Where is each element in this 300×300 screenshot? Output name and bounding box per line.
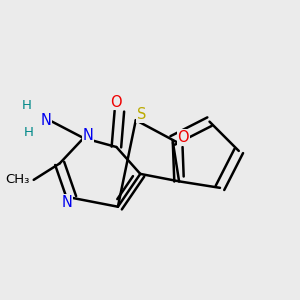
Text: O: O	[111, 95, 122, 110]
Text: N: N	[41, 112, 52, 128]
Text: O: O	[177, 130, 189, 145]
Text: H: H	[23, 126, 33, 139]
Text: N: N	[62, 195, 73, 210]
Text: S: S	[137, 107, 146, 122]
Text: CH₃: CH₃	[6, 173, 30, 186]
Text: N: N	[82, 128, 94, 142]
Text: H: H	[22, 99, 32, 112]
